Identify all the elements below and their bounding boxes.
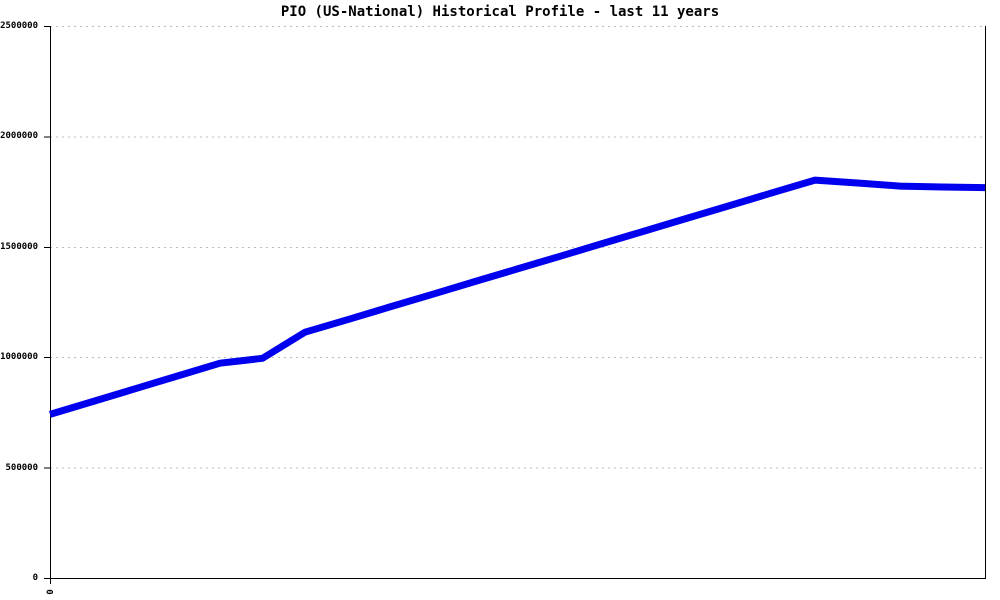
y-tick-label: 1000000 <box>0 352 38 363</box>
chart-title: PIO (US-National) Historical Profile - l… <box>280 4 720 20</box>
data-line <box>48 176 986 418</box>
y-tick-label: 500000 <box>5 462 38 473</box>
y-tick-label: 0 <box>32 573 38 583</box>
axes <box>44 26 986 584</box>
y-tick-label: 2500000 <box>0 21 38 31</box>
gridlines <box>50 26 985 469</box>
y-tick-label: 2000000 <box>0 131 38 142</box>
x-tick-label: 0 <box>43 589 54 595</box>
y-tick-label: 1500000 <box>0 241 38 252</box>
plot-frame <box>50 26 986 584</box>
